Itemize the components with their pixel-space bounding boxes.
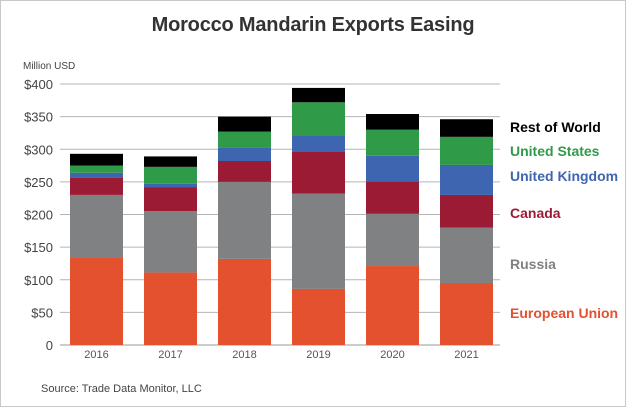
bar-segment-united-states: [144, 166, 197, 184]
bar-segment-canada: [292, 151, 345, 194]
bar-segment-united-states: [366, 129, 419, 156]
chart-title: Morocco Mandarin Exports Easing: [151, 14, 475, 36]
x-tick-label: 2021: [454, 349, 478, 361]
y-tick-label: $150: [24, 240, 53, 255]
bar-segment-russia: [440, 227, 493, 284]
y-tick-label: $350: [24, 110, 53, 125]
bar-segment-russia: [70, 194, 123, 258]
legend-label-united-kingdom: United Kingdom: [510, 168, 618, 184]
bar-segment-united-states: [292, 102, 345, 136]
x-tick-label: 2018: [232, 349, 256, 361]
bar-segment-european-union: [218, 258, 271, 345]
bar-segment-canada: [70, 177, 123, 195]
source-note: Source: Trade Data Monitor, LLC: [41, 383, 202, 395]
bar-segment-european-union: [292, 288, 345, 345]
bar-segment-canada: [144, 187, 197, 212]
bar-segment-russia: [218, 181, 271, 259]
bar-segment-united-states: [440, 136, 493, 165]
bar-segment-european-union: [366, 266, 419, 345]
bar-segment-rest-of-world: [440, 119, 493, 137]
y-tick-label: $400: [24, 77, 53, 92]
legend-label-united-states: United States: [510, 143, 600, 159]
y-tick-label: $100: [24, 273, 53, 288]
bar-segment-rest-of-world: [144, 156, 197, 167]
y-tick-label: 0: [46, 338, 53, 353]
legend-label-canada: Canada: [510, 205, 561, 221]
bar-segment-united-states: [218, 131, 271, 148]
bar-segment-russia: [144, 211, 197, 273]
y-tick-label: $50: [31, 305, 53, 320]
bar-segment-rest-of-world: [366, 114, 419, 130]
bar-segment-united-states: [70, 165, 123, 173]
bar-segment-rest-of-world: [292, 87, 345, 103]
bar-segment-european-union: [70, 257, 123, 345]
bar-segment-united-kingdom: [70, 172, 123, 178]
bar-segment-united-kingdom: [144, 183, 197, 188]
bar-segment-united-kingdom: [440, 164, 493, 195]
x-tick-label: 2019: [306, 349, 330, 361]
bar-segment-canada: [366, 181, 419, 214]
y-tick-label: $300: [24, 142, 53, 157]
legend-label-russia: Russia: [510, 256, 556, 272]
bar-segment-european-union: [440, 283, 493, 345]
y-tick-label: $250: [24, 175, 53, 190]
bar-segment-russia: [366, 213, 419, 267]
x-tick-label: 2020: [380, 349, 404, 361]
legend-label-european-union: European Union: [510, 305, 618, 321]
y-axis-unit-label: Million USD: [23, 61, 76, 72]
x-tick-label: 2017: [158, 349, 182, 361]
legend-label-rest-of-world: Rest of World: [510, 119, 601, 135]
x-tick-label: 2016: [84, 349, 108, 361]
bar-segment-united-kingdom: [218, 147, 271, 161]
bar-segment-united-kingdom: [366, 155, 419, 182]
bar-segment-russia: [292, 193, 345, 289]
bar-segment-rest-of-world: [70, 153, 123, 166]
bar-segment-united-kingdom: [292, 135, 345, 152]
bar-segment-european-union: [144, 272, 197, 345]
bar-segment-rest-of-world: [218, 116, 271, 132]
bar-segment-canada: [440, 194, 493, 228]
bar-segment-canada: [218, 160, 271, 182]
y-tick-label: $200: [24, 208, 53, 223]
